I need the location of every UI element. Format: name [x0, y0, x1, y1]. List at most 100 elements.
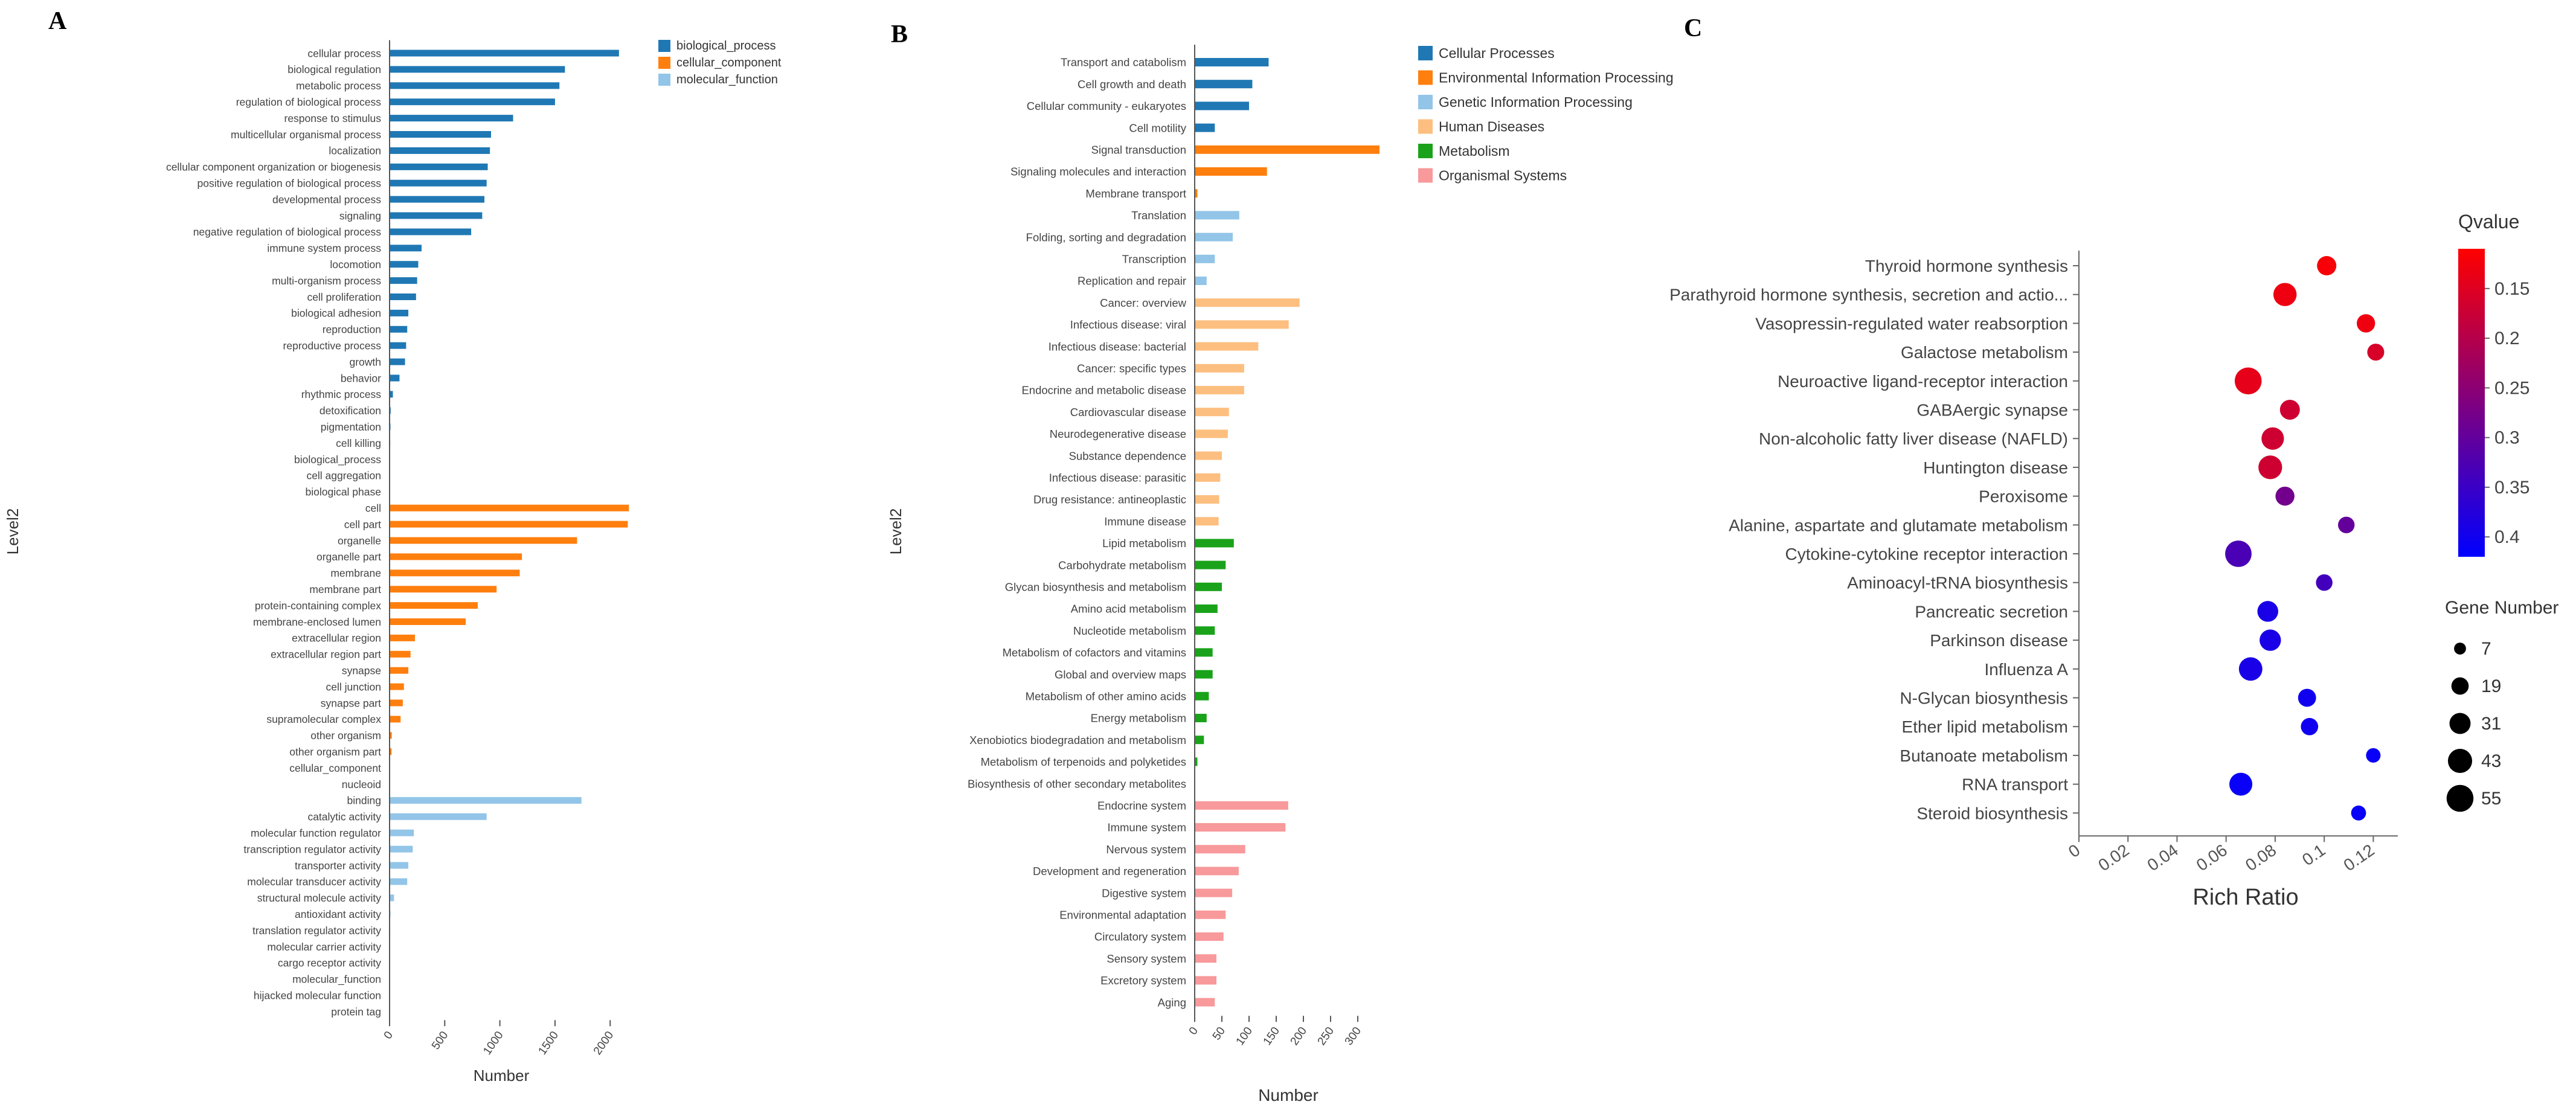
qvalue-tick-label: 0.35	[2494, 478, 2529, 498]
bar	[390, 699, 403, 707]
category-label: Cancer: specific types	[1077, 362, 1186, 374]
term-label: Huntington disease	[1923, 458, 2068, 477]
term-label: GABAergic synapse	[1916, 401, 2068, 420]
term-label: N-Glycan biosynthesis	[1900, 689, 2068, 708]
bar	[1195, 320, 1289, 329]
legend-label: cellular_component	[676, 56, 782, 69]
category-label: Global and overview maps	[1055, 668, 1186, 681]
enrichment-point	[2257, 601, 2278, 622]
panel-b: B Transport and catabolism Cell growth an…	[887, 21, 1674, 1105]
bar	[1195, 582, 1222, 591]
bar	[1195, 517, 1219, 526]
panel-a: A cellular process biological regulation m…	[4, 7, 782, 1085]
enrichment-point	[2279, 399, 2300, 420]
term-label: Peroxisome	[1979, 487, 2068, 506]
category-label: catalytic activity	[307, 811, 381, 823]
category-label: Biosynthesis of other secondary metaboli…	[968, 777, 1186, 790]
category-label: metabolic process	[296, 80, 381, 92]
x-tick-label: 300	[1343, 1025, 1364, 1048]
category-label: cellular component organization or bioge…	[166, 161, 381, 173]
enrichment-point	[2234, 367, 2262, 395]
bar	[390, 228, 472, 236]
bar	[390, 163, 488, 170]
term-label: Non-alcoholic fatty liver disease (NAFLD…	[1759, 429, 2068, 448]
category-label: detoxification	[320, 405, 381, 417]
bar	[390, 358, 405, 365]
bar	[390, 602, 478, 609]
bar	[1195, 232, 1233, 242]
bar	[1195, 604, 1218, 613]
legend-swatch	[1418, 168, 1433, 183]
enrichment-point	[2316, 574, 2333, 591]
enrichment-point	[2298, 688, 2316, 707]
term-label: Thyroid hormone synthesis	[1865, 257, 2068, 275]
category-label: Immune disease	[1104, 515, 1186, 528]
category-label: cargo receptor activity	[278, 957, 381, 969]
category-label: reproductive process	[283, 340, 382, 352]
category-label: biological phase	[305, 486, 381, 498]
category-label: multicellular organismal process	[231, 129, 381, 141]
legend-swatch	[658, 74, 670, 86]
bar	[1195, 801, 1288, 810]
bar	[390, 521, 628, 528]
bar	[390, 797, 582, 804]
category-label: multi-organism process	[272, 275, 381, 287]
category-label: Metabolism of cofactors and vitamins	[1003, 646, 1186, 659]
bar	[390, 878, 408, 885]
category-label: Signal transduction	[1091, 143, 1186, 156]
enrichment-point	[2337, 516, 2355, 534]
category-label: cell aggregation	[306, 470, 381, 482]
category-label: molecular function regulator	[251, 827, 381, 839]
category-label: Cellular community - eukaryotes	[1027, 100, 1186, 112]
bar	[1195, 626, 1215, 635]
gene-size-label: 31	[2481, 714, 2501, 734]
bar	[1195, 670, 1213, 679]
category-label: Transcription	[1122, 252, 1186, 265]
gene-size-label: 43	[2481, 751, 2501, 771]
enrichment-point	[2317, 256, 2337, 275]
x-tick-label: 150	[1261, 1025, 1282, 1048]
category-label: Infectious disease: viral	[1070, 318, 1186, 331]
category-label: molecular_function	[292, 973, 381, 986]
term-label: Steroid biosynthesis	[1916, 804, 2068, 822]
category-label: hijacked molecular function	[254, 990, 381, 1002]
category-label: Metabolism of other amino acids	[1026, 690, 1186, 702]
category-label: protein-containing complex	[255, 600, 381, 612]
qvalue-legend-title: Qvalue	[2458, 211, 2519, 232]
category-label: biological adhesion	[291, 307, 381, 319]
bar	[390, 862, 409, 869]
bar	[1195, 910, 1226, 919]
bar	[1195, 429, 1228, 438]
qvalue-colorbar	[2458, 249, 2485, 557]
enrichment-point	[2225, 540, 2252, 567]
panel-c-letter: C	[1684, 14, 1702, 42]
category-label: organelle	[338, 534, 381, 547]
category-label: reproduction	[323, 324, 381, 336]
bar	[390, 374, 400, 382]
x-tick-label: 200	[1288, 1025, 1309, 1048]
category-label: pigmentation	[321, 421, 381, 433]
category-label: membrane-enclosed lumen	[253, 616, 381, 628]
bar	[1195, 691, 1209, 701]
term-label: Neuroactive ligand-receptor interaction	[1778, 372, 2068, 391]
bar	[390, 553, 522, 560]
category-label: other organism part	[289, 746, 381, 758]
enrichment-point	[2261, 427, 2284, 450]
bar	[390, 634, 415, 641]
bar	[1195, 954, 1216, 963]
panel-b-legend: Cellular Processes Environmental Informat…	[1418, 45, 1674, 184]
category-label: localization	[329, 145, 381, 157]
bar	[1195, 998, 1215, 1007]
legend-swatch	[1418, 70, 1433, 85]
bar	[1195, 189, 1198, 198]
term-label: Aminoacyl-tRNA biosynthesis	[1847, 574, 2068, 592]
x-tick-label: 250	[1315, 1025, 1337, 1048]
bar	[390, 131, 491, 138]
x-tick-label: 0.1	[2299, 841, 2329, 870]
category-label: immune system process	[267, 242, 381, 254]
panel-a-bars: cellular process biological regulation met…	[166, 47, 629, 1018]
enrichment-point	[2229, 772, 2253, 796]
category-label: extracellular region part	[271, 649, 381, 661]
category-label: biological_process	[294, 454, 381, 466]
bar	[390, 618, 466, 625]
